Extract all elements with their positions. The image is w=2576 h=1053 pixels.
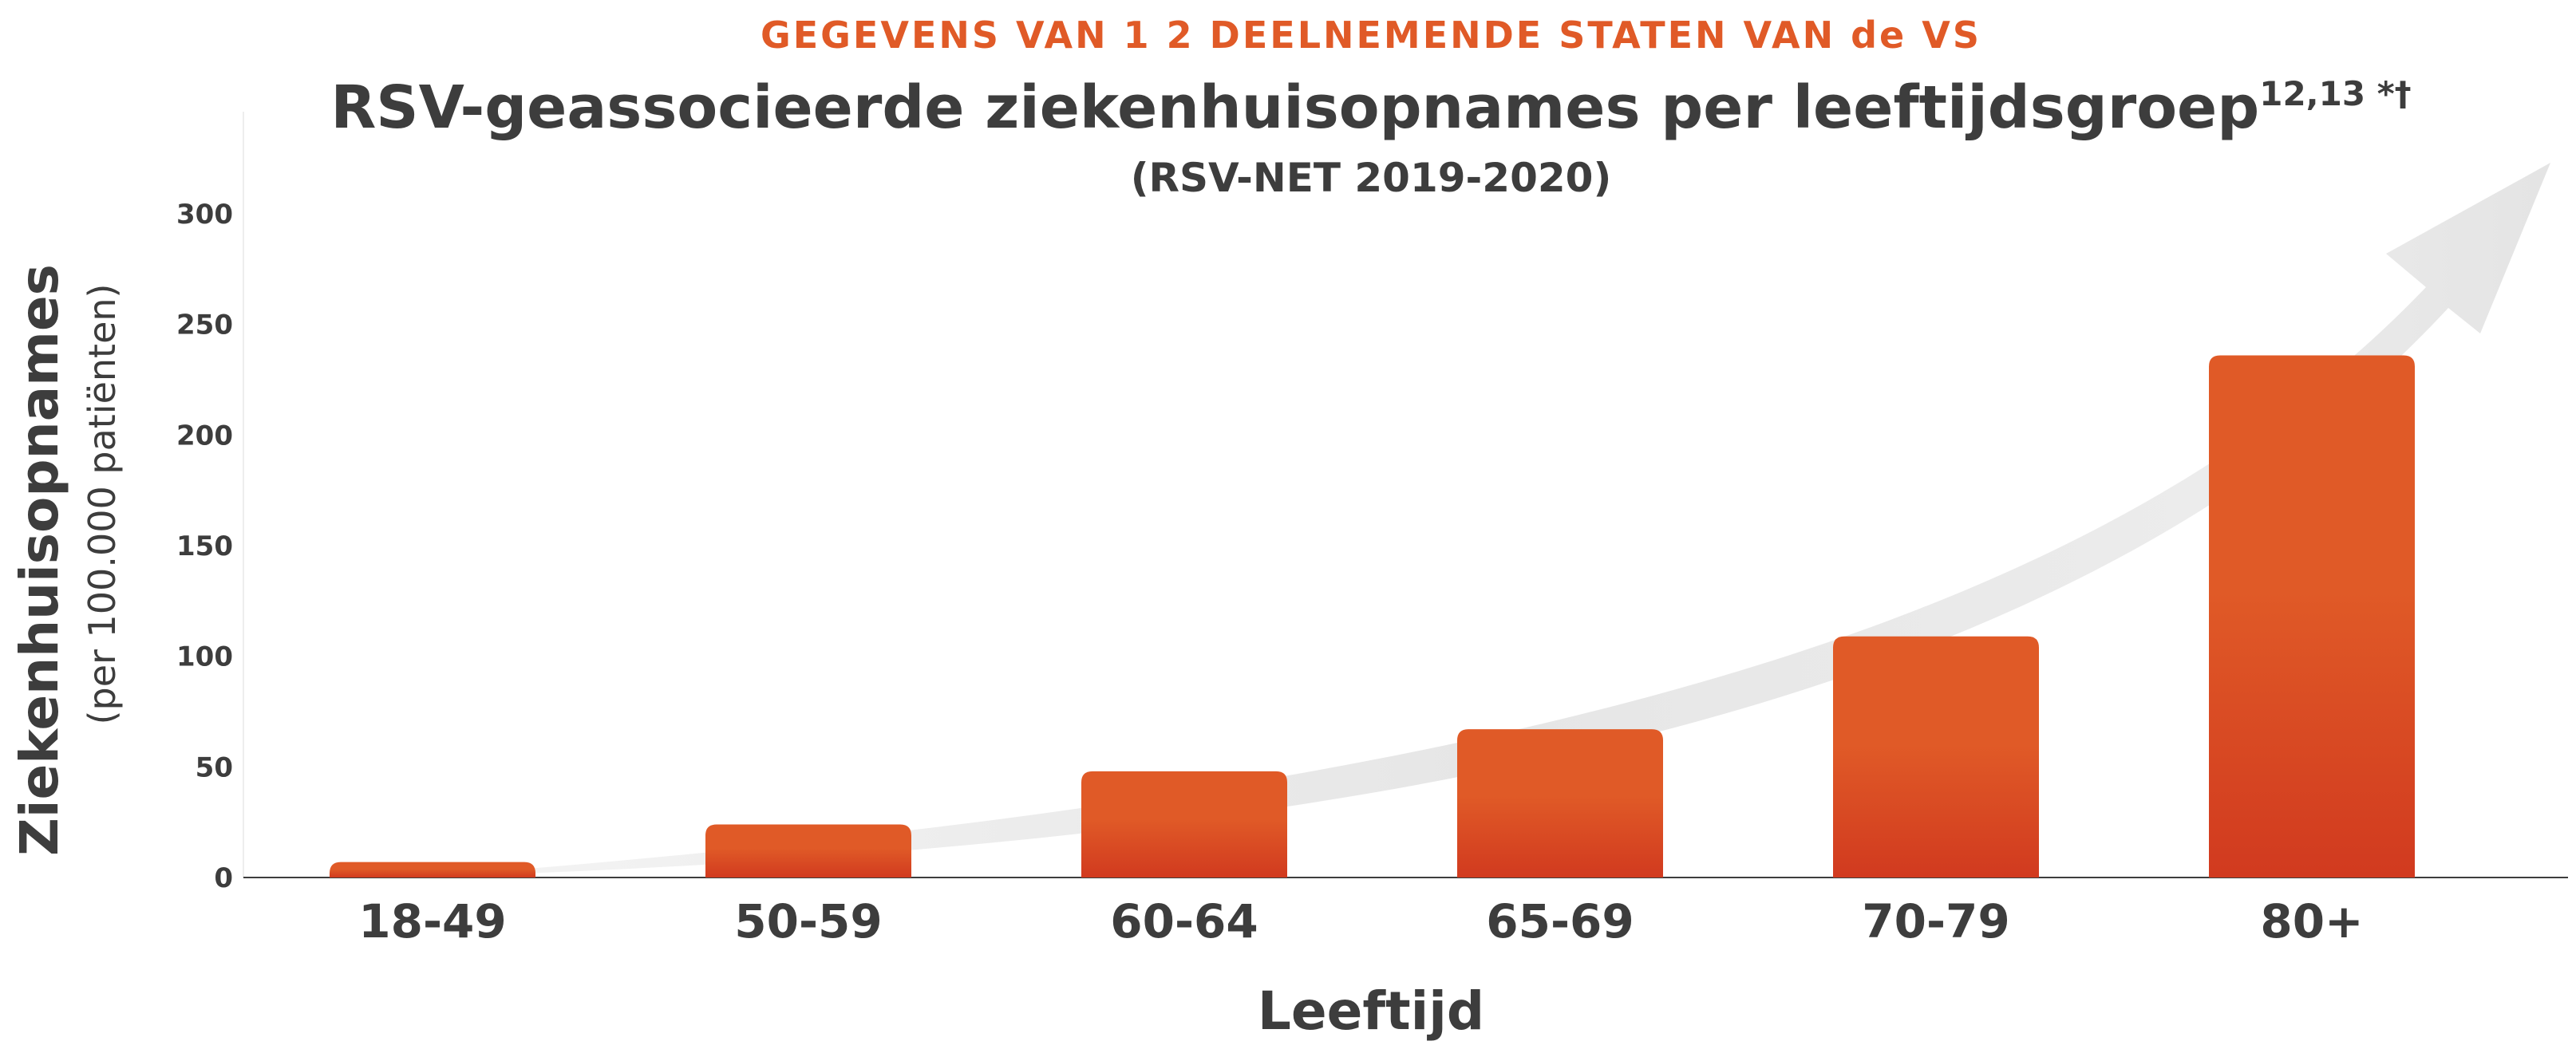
x-axis-label: Leeftijd	[1258, 980, 1484, 1042]
bars	[330, 355, 2415, 878]
chart-title-group: RSV-geassocieerde ziekenhuisopnames per …	[330, 73, 2411, 142]
y-axis-ticks: 0 50 100 150 200 250 300	[176, 199, 233, 894]
bar-18-49	[330, 862, 535, 878]
y-tick-label: 200	[176, 420, 233, 452]
x-tick-label: 70-79	[1862, 894, 2010, 948]
y-tick-label: 100	[176, 641, 233, 673]
chart-title-superscript: 12,13 *†	[2259, 74, 2411, 113]
x-tick-label: 80+	[2260, 894, 2363, 948]
y-tick-label: 250	[176, 310, 233, 341]
y-tick-label: 0	[214, 862, 233, 894]
chart-overline: GEGEVENS VAN 1 2 DEELNEMENDE STATEN VAN …	[761, 14, 1981, 57]
x-tick-label: 50-59	[734, 894, 883, 948]
y-axis-sublabel: (per 100.000 patiënten)	[81, 284, 124, 725]
y-axis-label: Ziekenhuisopnames	[9, 264, 70, 856]
x-tick-label: 18-49	[358, 894, 507, 948]
x-axis-ticks: 18-49 50-59 60-64 65-69 70-79 80+	[358, 894, 2363, 948]
trend-arrow-icon	[431, 163, 2550, 877]
bar-60-64	[1081, 771, 1287, 878]
y-tick-label: 150	[176, 530, 233, 562]
bar-65-69	[1457, 729, 1663, 878]
chart-title: RSV-geassocieerde ziekenhuisopnames per …	[330, 73, 2259, 142]
y-tick-label: 300	[176, 199, 233, 231]
chart-subtitle: (RSV-NET 2019-2020)	[1131, 155, 1612, 201]
bar-70-79	[1833, 636, 2039, 878]
x-tick-label: 60-64	[1110, 894, 1258, 948]
bar-80+	[2209, 355, 2415, 878]
x-tick-label: 65-69	[1486, 894, 1634, 948]
bar-50-59	[705, 824, 911, 878]
y-tick-label: 50	[196, 751, 233, 783]
